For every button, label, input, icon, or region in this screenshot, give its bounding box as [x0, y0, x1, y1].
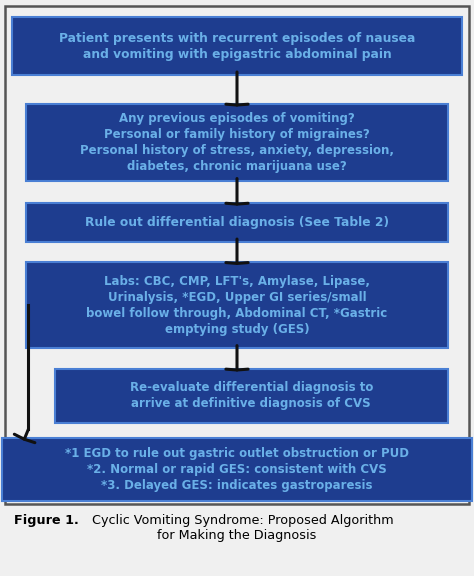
Text: *1 EGD to rule out gastric outlet obstruction or PUD
*2. Normal or rapid GES: co: *1 EGD to rule out gastric outlet obstru…	[65, 447, 409, 492]
Text: Cyclic Vomiting Syndrome: Proposed Algorithm: Cyclic Vomiting Syndrome: Proposed Algor…	[92, 514, 394, 526]
FancyBboxPatch shape	[26, 262, 448, 348]
FancyBboxPatch shape	[12, 17, 462, 75]
Text: Any previous episodes of vomiting?
Personal or family history of migraines?
Pers: Any previous episodes of vomiting? Perso…	[80, 112, 394, 173]
Text: Rule out differential diagnosis (See Table 2): Rule out differential diagnosis (See Tab…	[85, 216, 389, 229]
Text: Labs: CBC, CMP, LFT's, Amylase, Lipase,
Urinalysis, *EGD, Upper GI series/small
: Labs: CBC, CMP, LFT's, Amylase, Lipase, …	[86, 275, 388, 336]
Text: Figure 1.: Figure 1.	[14, 514, 79, 526]
FancyBboxPatch shape	[26, 104, 448, 181]
FancyBboxPatch shape	[5, 6, 469, 504]
Text: Re-evaluate differential diagnosis to
arrive at definitive diagnosis of CVS: Re-evaluate differential diagnosis to ar…	[129, 381, 373, 411]
FancyBboxPatch shape	[26, 203, 448, 242]
FancyBboxPatch shape	[2, 438, 472, 501]
Text: for Making the Diagnosis: for Making the Diagnosis	[157, 529, 317, 542]
FancyBboxPatch shape	[55, 369, 448, 423]
Text: Patient presents with recurrent episodes of nausea
and vomiting with epigastric : Patient presents with recurrent episodes…	[59, 32, 415, 60]
